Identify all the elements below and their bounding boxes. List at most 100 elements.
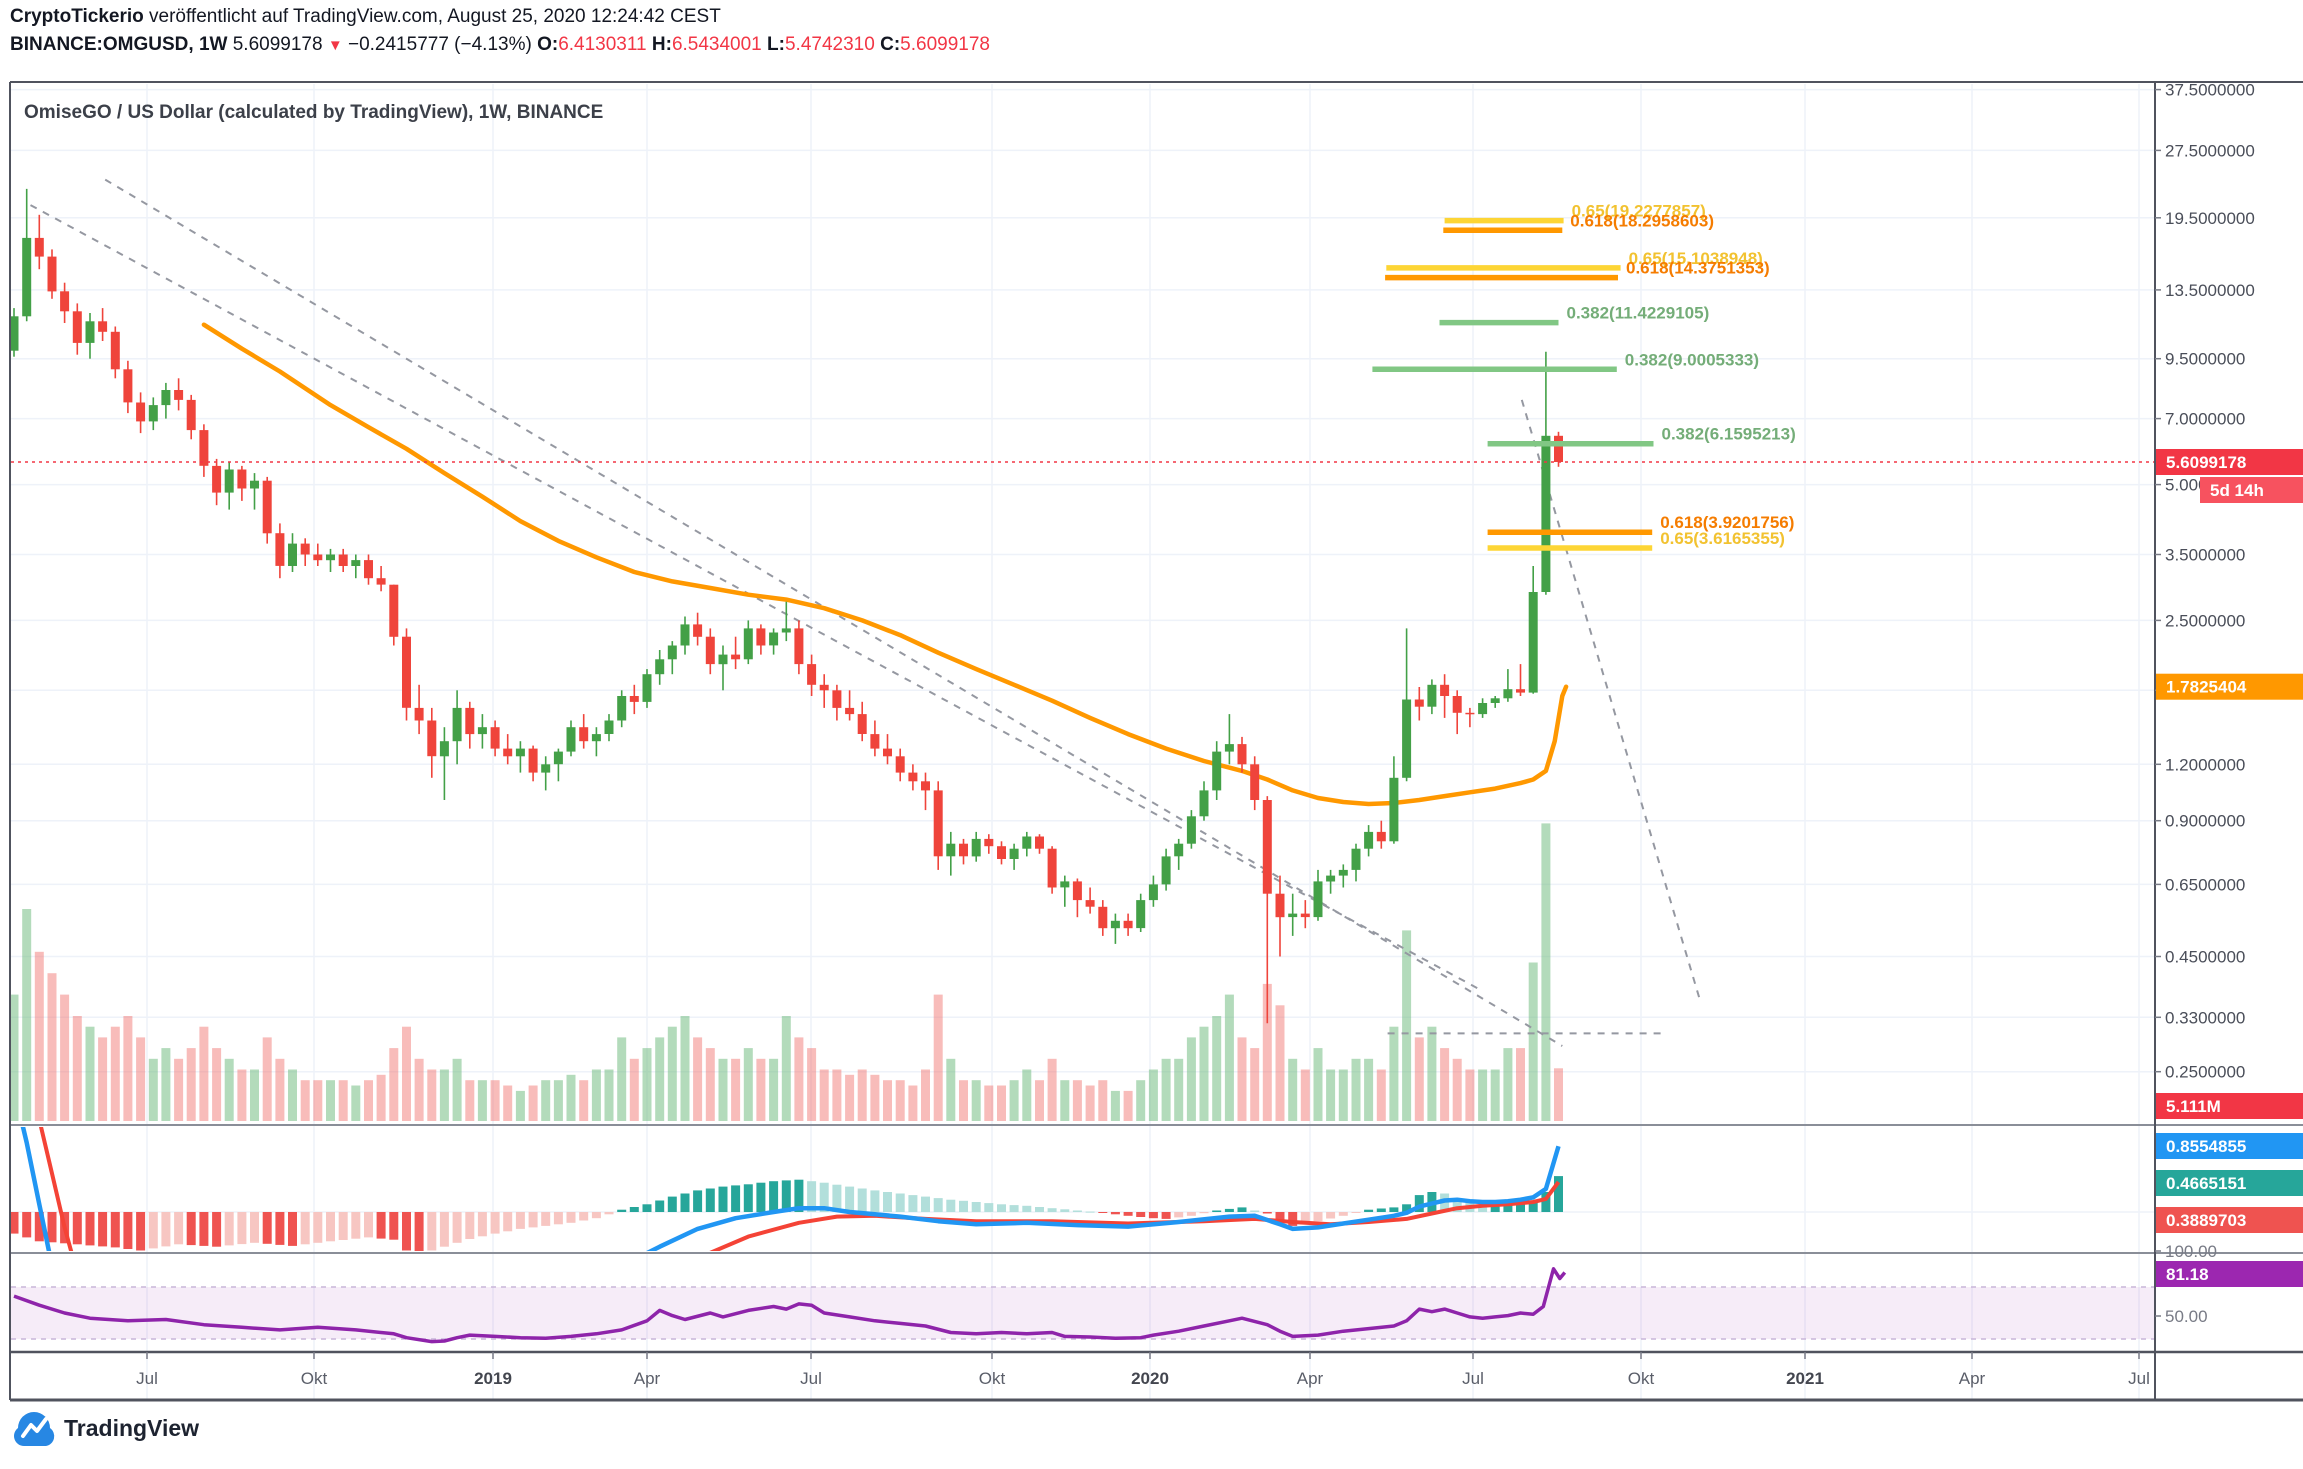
candle — [237, 465, 247, 501]
time-tick-label: Apr — [1959, 1369, 1986, 1388]
macd-histogram-bar — [1313, 1212, 1323, 1222]
time-tick-label: 2020 — [1131, 1369, 1169, 1388]
volume-bar — [503, 1085, 513, 1121]
candle-body — [756, 628, 766, 646]
time-tick-label: Jul — [136, 1369, 158, 1388]
fib-level-label: 0.382(9.0005333) — [1625, 350, 1759, 369]
macd-histogram-bar — [857, 1188, 867, 1212]
candle-body — [465, 707, 475, 735]
candle-body — [1452, 696, 1462, 713]
volume-bar — [1009, 1080, 1019, 1121]
candle — [452, 690, 462, 765]
candle-body — [680, 624, 690, 646]
candle-body — [123, 369, 133, 403]
candle-body — [11, 316, 19, 351]
candle — [439, 727, 449, 800]
candle-body — [1224, 744, 1234, 752]
volume-bar — [351, 1085, 361, 1121]
volume-bar — [870, 1074, 880, 1121]
macd-histogram-bar — [1060, 1209, 1070, 1212]
candle-body — [1528, 592, 1538, 693]
symbol-interval[interactable]: BINANCE:OMGUSD, 1W — [10, 34, 228, 55]
macd-histogram-bar — [161, 1212, 171, 1247]
candle-body — [845, 707, 855, 715]
volume-bar — [237, 1069, 247, 1121]
volume-bar — [946, 1058, 956, 1121]
macd-panel[interactable] — [10, 1012, 1564, 1469]
candle-body — [921, 781, 930, 791]
candle — [1262, 796, 1272, 1024]
candle-body — [1085, 900, 1095, 907]
volume-bar — [98, 1037, 108, 1121]
candle-body — [769, 632, 779, 646]
macd-line-badge — [2156, 1133, 2303, 1159]
open-value: 6.4130311 — [558, 34, 647, 55]
chart-legend-title[interactable]: OmiseGO / US Dollar (calculated by Tradi… — [24, 102, 604, 123]
volume-bar — [85, 1026, 95, 1121]
macd-histogram-bar — [300, 1212, 310, 1245]
volume-bar — [199, 1026, 209, 1121]
volume-bar — [465, 1080, 475, 1121]
macd-histogram-bar — [1212, 1210, 1222, 1212]
macd-histogram-bar — [1123, 1212, 1133, 1216]
candle — [1174, 838, 1184, 870]
candle-body — [1478, 703, 1488, 715]
time-scale[interactable]: Jul Okt 2019 Apr Jul Okt 2020 Apr Jul Okt 2021 Apr J… — [136, 1352, 2150, 1388]
volume-layer — [11, 823, 1563, 1121]
volume-bar — [72, 1016, 82, 1121]
candle-body — [224, 469, 234, 493]
candle-body — [338, 554, 348, 566]
candle-body — [591, 734, 601, 742]
candle-body — [693, 624, 703, 637]
candle-body — [1250, 764, 1260, 800]
tradingview-logo-icon[interactable] — [12, 1406, 56, 1450]
macd-signal-badge — [2156, 1207, 2303, 1233]
macd-histogram-bar — [1224, 1208, 1234, 1212]
candle — [1503, 669, 1513, 702]
volume-bar — [174, 1058, 184, 1121]
candle — [743, 620, 753, 665]
volume-bar — [705, 1048, 715, 1121]
candle-body — [959, 843, 968, 857]
grid-layer — [11, 84, 2155, 1399]
price-scale[interactable]: 37.5000000 27.5000000 19.5000000 13.5000000… — [2155, 81, 2255, 1326]
rsi-scale-label: 50.00 — [2165, 1307, 2208, 1326]
rsi-panel[interactable] — [11, 1267, 2155, 1344]
candle — [1389, 756, 1399, 844]
candle-body — [1047, 848, 1057, 888]
macd-histogram-bar — [756, 1182, 766, 1212]
volume-bar — [819, 1069, 829, 1121]
macd-histogram-bar — [351, 1212, 361, 1239]
rsi-scale-label: 100.00 — [2165, 1242, 2217, 1261]
candle — [1313, 869, 1323, 921]
macd-histogram-bar — [148, 1212, 158, 1249]
moving-average-line — [201, 322, 1569, 807]
candle-body — [1376, 831, 1386, 842]
volume-bar — [1554, 1068, 1563, 1121]
macd-histogram-bar — [1275, 1212, 1285, 1222]
tradingview-attribution[interactable]: TradingView — [12, 1406, 199, 1450]
volume-bar — [591, 1069, 601, 1121]
candle — [908, 764, 918, 791]
volume-bar — [1338, 1069, 1348, 1121]
macd-histogram-bar — [262, 1212, 272, 1244]
volume-bar — [1123, 1090, 1133, 1121]
channel-lower-trendline — [104, 178, 1563, 1047]
macd-histogram-bar — [1326, 1212, 1336, 1219]
candle — [1085, 887, 1095, 914]
price-tick-label: 27.5000000 — [2165, 141, 2255, 160]
macd-histogram-bar — [1414, 1195, 1424, 1212]
candle-body — [477, 727, 487, 735]
candle — [756, 624, 766, 655]
candle-body — [47, 256, 57, 292]
volume-bar — [1022, 1069, 1032, 1121]
candle — [389, 584, 399, 646]
candle — [845, 690, 855, 721]
macd-histogram-bar — [136, 1212, 146, 1251]
candle — [123, 360, 133, 414]
macd-histogram-bar — [212, 1212, 222, 1247]
candle-body — [1186, 816, 1196, 844]
candle-body — [1338, 869, 1348, 876]
volume-bar — [288, 1069, 297, 1121]
